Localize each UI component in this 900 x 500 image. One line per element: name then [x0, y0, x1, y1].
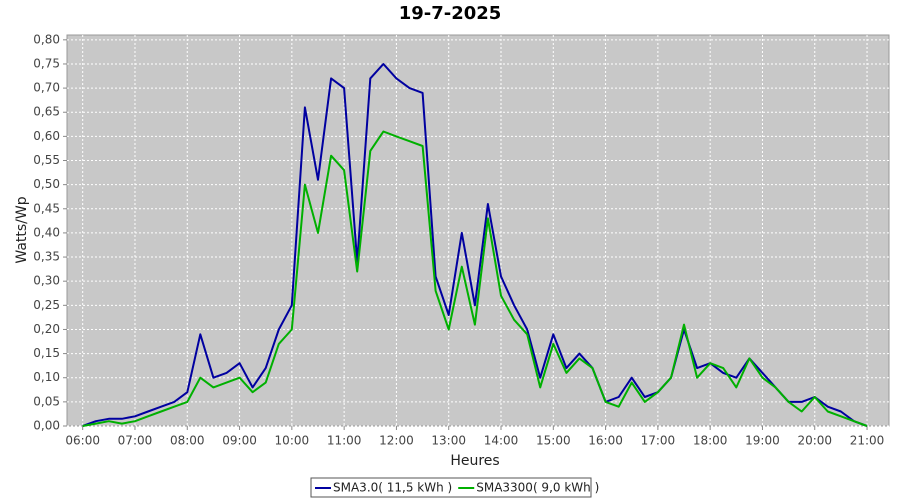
y-tick-label: 0,60 — [33, 129, 60, 143]
y-tick-label: 0,10 — [33, 370, 60, 384]
legend-label: SMA3300( 9,0 kWh ) — [476, 481, 599, 495]
y-tick-label: 0,35 — [33, 250, 60, 264]
y-tick-label: 0,15 — [33, 346, 60, 360]
y-tick-label: 0,70 — [33, 81, 60, 95]
y-tick-label: 0,45 — [33, 201, 60, 215]
plot-area — [66, 34, 890, 427]
y-tick-label: 0,05 — [33, 394, 60, 408]
x-tick-label: 16:00 — [588, 434, 623, 448]
y-tick-label: 0,40 — [33, 225, 60, 239]
y-tick-label: 0,00 — [33, 419, 60, 433]
x-tick-label: 09:00 — [222, 434, 257, 448]
x-tick-label: 20:00 — [797, 434, 832, 448]
y-tick-label: 0,50 — [33, 177, 60, 191]
x-tick-label: 12:00 — [379, 434, 414, 448]
x-tick-label: 19:00 — [745, 434, 780, 448]
y-tick-label: 0,75 — [33, 56, 60, 70]
x-tick-label: 15:00 — [536, 434, 571, 448]
x-tick-label: 08:00 — [170, 434, 205, 448]
x-tick-label: 21:00 — [850, 434, 885, 448]
x-tick-label: 10:00 — [275, 434, 310, 448]
y-axis-label: Watts/Wp — [14, 196, 30, 263]
x-tick-label: 06:00 — [65, 434, 100, 448]
y-tick-label: 0,80 — [33, 32, 60, 46]
x-tick-label: 13:00 — [431, 434, 466, 448]
y-tick-label: 0,20 — [33, 322, 60, 336]
y-tick-label: 0,55 — [33, 153, 60, 167]
x-tick-label: 18:00 — [693, 434, 728, 448]
y-tick-label: 0,25 — [33, 298, 60, 312]
y-tick-label: 0,30 — [33, 274, 60, 288]
x-tick-label: 17:00 — [641, 434, 676, 448]
x-tick-label: 07:00 — [118, 434, 153, 448]
series-line — [82, 130, 868, 427]
legend-label: SMA3.0( 11,5 kWh ) — [333, 481, 452, 495]
x-tick-label: 14:00 — [484, 434, 519, 448]
series-line — [82, 63, 868, 427]
x-axis-label: Heures — [450, 453, 499, 469]
legend — [310, 477, 592, 498]
y-tick-label: 0,65 — [33, 105, 60, 119]
x-tick-label: 11:00 — [327, 434, 362, 448]
chart-title: 19-7-2025 — [399, 3, 502, 24]
